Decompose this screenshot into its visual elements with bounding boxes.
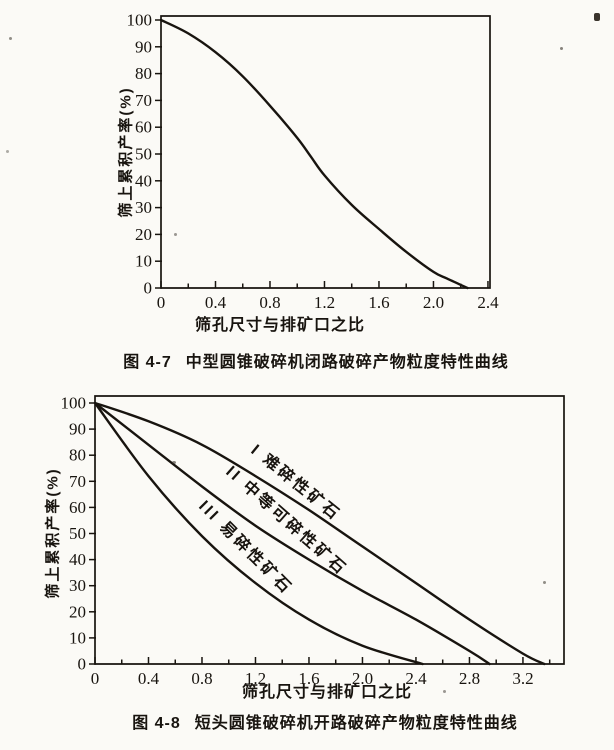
y-tick-label: 30 [135, 198, 152, 217]
curve-series-2 [93, 401, 491, 666]
scan-speck [9, 37, 12, 40]
y-tick-label: 90 [135, 37, 152, 56]
y-tick-label: 40 [135, 171, 152, 190]
x-tick-label: 2.0 [352, 669, 373, 688]
x-tick-label: 0 [91, 669, 100, 688]
scan-speck [174, 233, 177, 236]
x-tick-label: 0.8 [191, 669, 212, 688]
curve-series-3 [93, 401, 424, 666]
y-tick-label: 50 [69, 524, 86, 543]
y-tick-label: 80 [135, 64, 152, 83]
x-tick-label: 3.2 [512, 669, 533, 688]
x-tick-label: 0.4 [138, 669, 160, 688]
y-tick-label: 80 [69, 446, 86, 465]
scan-speck [560, 47, 563, 50]
plot-border [160, 15, 491, 289]
y-tick-label: 90 [69, 420, 86, 439]
scan-speck [6, 150, 9, 153]
x-tick-label: 2.4 [477, 293, 499, 312]
y-tick-label: 10 [69, 628, 86, 647]
fig1-y-axis-label: 筛上累积产率(%) [117, 86, 135, 218]
scan-speck [172, 461, 176, 464]
y-tick-label: 50 [135, 145, 152, 164]
y-tick-label: 40 [69, 550, 86, 569]
curve-label-series-1: I 难碎性矿石 [247, 440, 344, 524]
x-tick-label: 1.6 [298, 669, 319, 688]
y-tick-label: 70 [135, 91, 152, 110]
x-tick-label: 2.0 [423, 293, 444, 312]
fig1-caption-number: 图 4-7 [123, 354, 172, 371]
scan-speck [443, 690, 446, 693]
y-tick-label: 100 [61, 394, 87, 413]
fig1-caption-text: 中型圆锥破碎机闭路破碎产物粒度特性曲线 [185, 354, 509, 371]
y-tick-label: 0 [144, 279, 153, 298]
fig2-x-axis-label: 筛孔尺寸与排矿口之比 [241, 684, 413, 701]
y-tick-label: 20 [69, 602, 86, 621]
fig1-x-axis-label: 筛孔尺寸与排矿口之比 [194, 317, 366, 334]
plot-border [94, 395, 565, 665]
fig1-caption: 图 4-7 中型圆锥破碎机闭路破碎产物粒度特性曲线 [123, 348, 509, 372]
curve-series-1 [93, 401, 546, 666]
scan-speck [594, 13, 600, 21]
x-tick-label: 2.4 [405, 669, 427, 688]
y-tick-label: 0 [78, 655, 87, 674]
x-tick-label: 2.8 [459, 669, 480, 688]
y-tick-label: 100 [127, 11, 153, 30]
y-tick-label: 20 [135, 225, 152, 244]
y-tick-label: 30 [69, 576, 86, 595]
fig2-y-axis-label: 筛上累积产率(%) [44, 467, 62, 599]
x-tick-label: 1.2 [245, 669, 266, 688]
y-tick-label: 60 [135, 118, 152, 137]
fig2-caption-text: 短头圆锥破碎机开路破碎产物粒度特性曲线 [194, 715, 518, 732]
curve-series-1 [159, 18, 469, 290]
x-tick-label: 0.8 [259, 293, 280, 312]
x-tick-label: 1.2 [314, 293, 335, 312]
y-tick-label: 70 [69, 472, 86, 491]
y-tick-label: 10 [135, 252, 152, 271]
x-tick-label: 0 [157, 293, 166, 312]
fig2-caption: 图 4-8 短头圆锥破碎机开路破碎产物粒度特性曲线 [132, 709, 518, 733]
x-tick-label: 1.6 [368, 293, 389, 312]
scan-speck [543, 581, 546, 584]
y-tick-label: 60 [69, 498, 86, 517]
fig2-caption-number: 图 4-8 [132, 715, 181, 732]
x-tick-label: 0.4 [205, 293, 227, 312]
